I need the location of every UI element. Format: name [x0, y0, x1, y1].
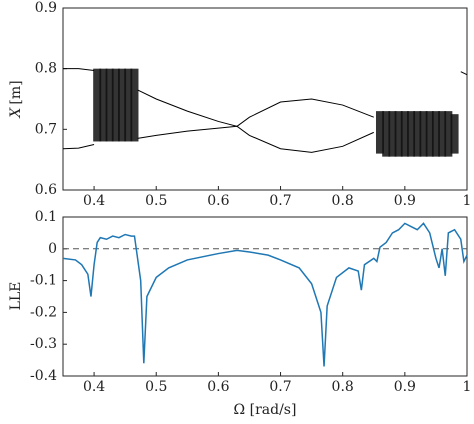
chaotic-band [130, 68, 139, 142]
y-tick-label: 0.1 [35, 209, 57, 225]
series-line [63, 68, 95, 71]
bottom-axes-frame [62, 216, 468, 377]
x-tick-label: 0.9 [394, 193, 416, 209]
y-tick-label: 0.6 [35, 182, 57, 198]
series-line [137, 89, 374, 127]
y-tick-label: 0.8 [35, 61, 57, 77]
series-line [137, 125, 374, 153]
chaotic-band [425, 111, 434, 157]
chaotic-band [118, 68, 127, 142]
chaotic-band [400, 111, 409, 157]
y-label-symbol: X [8, 107, 24, 119]
x-tick-label: 0.9 [394, 379, 416, 395]
y-label-unit: [m] [8, 80, 24, 104]
x-tick-label: 0.7 [269, 193, 291, 209]
chaotic-band [124, 68, 133, 142]
chaotic-band [450, 114, 459, 154]
y-tick-label: 0 [48, 241, 57, 257]
bottom-y-label: LLE [8, 282, 24, 311]
chaotic-band [444, 111, 453, 157]
chaotic-band [394, 111, 403, 157]
y-tick-label: -0.3 [30, 336, 57, 352]
x-tick-label: 0.5 [145, 193, 167, 209]
x-tick-label: 0.6 [207, 379, 229, 395]
x-tick-label: 0.4 [83, 379, 105, 395]
x-tick-label: 0.4 [83, 193, 105, 209]
chaotic-band [388, 111, 397, 157]
chaotic-band [431, 111, 440, 157]
chaotic-band [382, 111, 391, 157]
chaotic-band [438, 111, 447, 157]
top-axes-frame [62, 7, 468, 191]
chaotic-band [413, 111, 422, 157]
y-tick-label: 0.9 [35, 0, 57, 16]
series-line [62, 222, 468, 367]
x-tick-label: 0.5 [145, 379, 167, 395]
chaotic-band [99, 68, 108, 142]
chaotic-band [407, 111, 416, 157]
x-tick-label: 0.6 [207, 193, 229, 209]
x-tick-label: 1 [463, 193, 472, 209]
chaotic-band [375, 111, 384, 154]
y-tick-label: 0.7 [35, 121, 57, 137]
x-tick-label: 1 [463, 379, 472, 395]
x-label: Ω [rad/s] [234, 402, 297, 418]
x-tick-label: 0.7 [269, 379, 291, 395]
top-y-label: X [m] [8, 80, 24, 118]
chaotic-band [93, 68, 102, 142]
chaotic-band [111, 68, 120, 142]
y-tick-label: -0.2 [30, 304, 57, 320]
series-line [62, 144, 95, 150]
chaotic-band [419, 111, 428, 157]
series-line [460, 71, 468, 76]
x-tick-label: 0.8 [332, 193, 354, 209]
chaotic-band [105, 68, 114, 142]
x-tick-label: 0.8 [332, 379, 354, 395]
y-tick-label: -0.1 [30, 273, 57, 289]
y-tick-label: -0.4 [30, 368, 57, 384]
